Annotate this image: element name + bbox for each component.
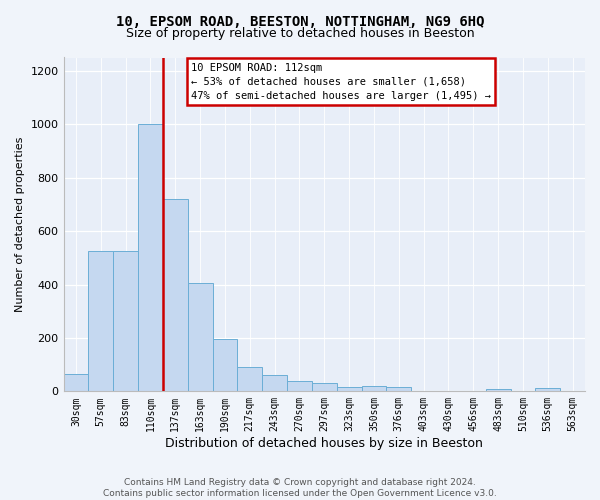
Text: 10, EPSOM ROAD, BEESTON, NOTTINGHAM, NG9 6HQ: 10, EPSOM ROAD, BEESTON, NOTTINGHAM, NG9… — [116, 15, 484, 29]
Bar — [138, 124, 163, 392]
Y-axis label: Number of detached properties: Number of detached properties — [15, 136, 25, 312]
Bar — [163, 199, 188, 392]
Bar — [287, 380, 312, 392]
Bar — [337, 388, 362, 392]
Bar — [113, 251, 138, 392]
X-axis label: Distribution of detached houses by size in Beeston: Distribution of detached houses by size … — [166, 437, 483, 450]
Text: Size of property relative to detached houses in Beeston: Size of property relative to detached ho… — [125, 28, 475, 40]
Bar — [312, 383, 337, 392]
Bar — [238, 368, 262, 392]
Bar — [88, 251, 113, 392]
Bar — [535, 388, 560, 392]
Bar — [362, 386, 386, 392]
Bar — [64, 374, 88, 392]
Text: 10 EPSOM ROAD: 112sqm
← 53% of detached houses are smaller (1,658)
47% of semi-d: 10 EPSOM ROAD: 112sqm ← 53% of detached … — [191, 62, 491, 100]
Bar — [262, 376, 287, 392]
Bar — [188, 283, 212, 392]
Bar — [485, 388, 511, 392]
Bar — [212, 340, 238, 392]
Text: Contains HM Land Registry data © Crown copyright and database right 2024.
Contai: Contains HM Land Registry data © Crown c… — [103, 478, 497, 498]
Bar — [386, 387, 411, 392]
